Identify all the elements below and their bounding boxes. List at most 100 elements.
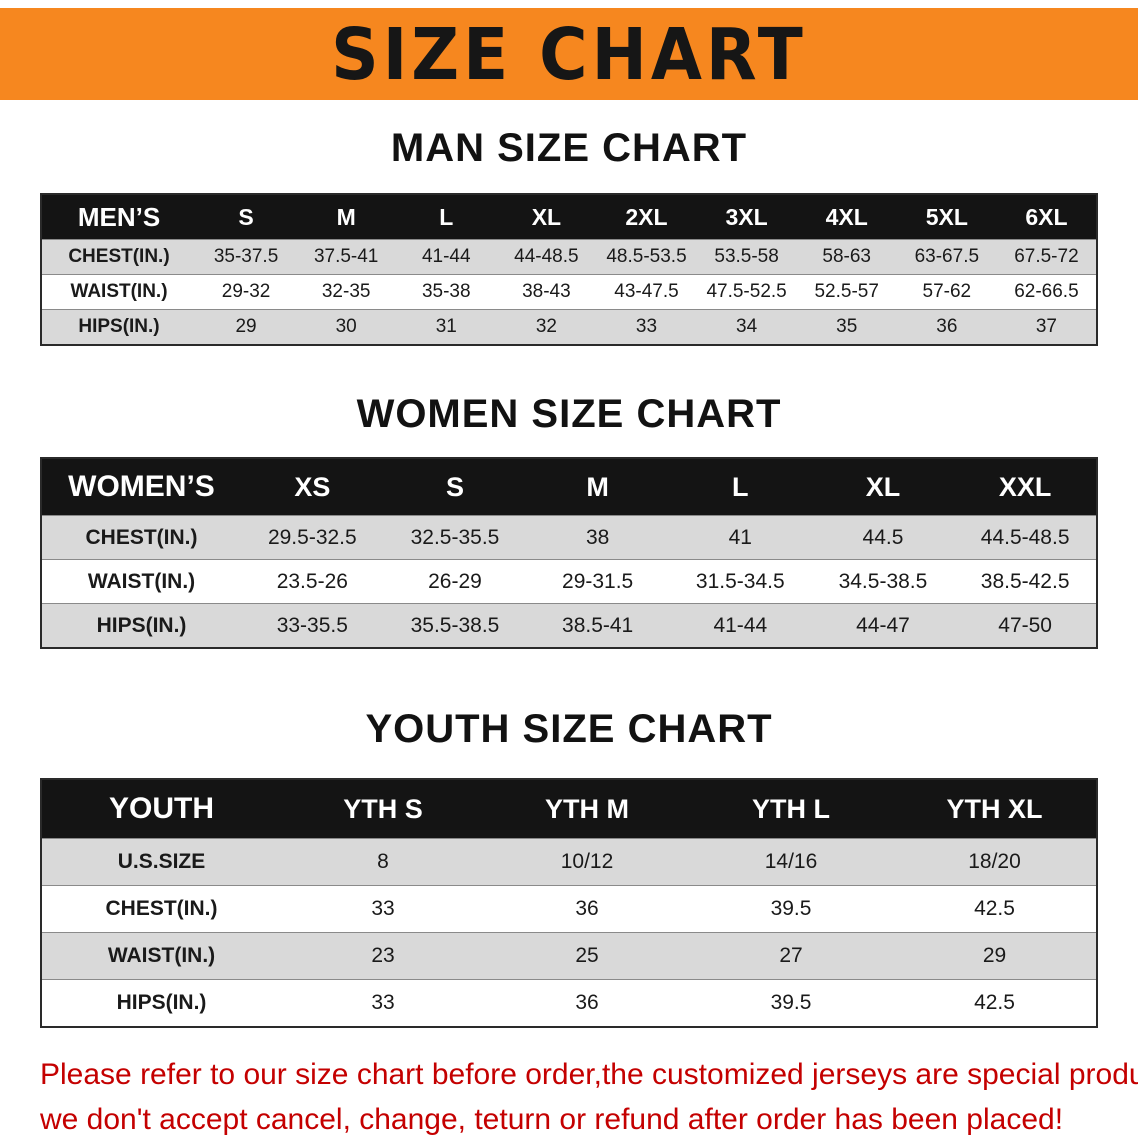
size-value-cell: 33 (596, 309, 697, 345)
row-label-cell: CHEST(IN.) (41, 515, 241, 560)
size-value-cell: 33 (281, 885, 485, 933)
row-label-cell: HIPS(IN.) (41, 979, 281, 1027)
size-value-cell: 29 (196, 309, 297, 345)
size-value-cell: 29.5-32.5 (241, 515, 384, 560)
table-row: HIPS(IN.) 33-35.5 35.5-38.5 38.5-41 41-44 44-… (41, 603, 1097, 648)
footer-notice: Please refer to our size chart before or… (40, 1052, 1138, 1142)
size-value-cell: 33-35.5 (241, 603, 384, 648)
size-value-cell: 48.5-53.5 (596, 239, 697, 275)
size-value-cell: 34.5-38.5 (811, 559, 955, 604)
size-value-cell: 32 (496, 309, 597, 345)
size-value-cell: 37 (996, 309, 1097, 345)
size-value-cell: 35.5-38.5 (383, 603, 527, 648)
youth-size-chart-section: YOUTH SIZE CHART YOUTH YTH S YTH M YTH L YTH… (0, 707, 1138, 1028)
size-value-cell: 41-44 (396, 239, 497, 275)
size-value-cell: 39.5 (689, 979, 893, 1027)
table-header-row: YOUTH YTH S YTH M YTH L YTH XL (41, 779, 1097, 839)
size-value-cell: 32-35 (296, 274, 397, 310)
size-value-cell: 26-29 (383, 559, 527, 604)
table-row: CHEST(IN.) 29.5-32.5 32.5-35.5 38 41 44.5 44.5… (41, 515, 1097, 560)
size-column-header: YTH S (281, 779, 485, 839)
page-title: SIZE CHART (331, 12, 807, 96)
row-label-cell: CHEST(IN.) (41, 885, 281, 933)
size-value-cell: 57-62 (896, 274, 997, 310)
size-value-cell: 41-44 (668, 603, 812, 648)
table-row: CHEST(IN.) 33 36 39.5 42.5 (41, 885, 1097, 933)
size-column-header: XL (811, 458, 955, 516)
size-column-header: YTH XL (893, 779, 1097, 839)
size-value-cell: 32.5-35.5 (383, 515, 527, 560)
men-size-chart-section: MAN SIZE CHART MEN’S S M L XL 2XL 3XL 4XL 5XL 6XL… (0, 126, 1138, 346)
row-label-cell: WAIST(IN.) (41, 932, 281, 980)
youth-section-heading: YOUTH SIZE CHART (365, 707, 773, 751)
row-label-cell: HIPS(IN.) (41, 309, 196, 345)
row-label-cell: WAIST(IN.) (41, 274, 196, 310)
size-column-header: L (668, 458, 812, 516)
table-row: WAIST(IN.) 23.5-26 26-29 29-31.5 31.5-34.5 34… (41, 559, 1097, 604)
size-value-cell: 62-66.5 (996, 274, 1097, 310)
size-column-header: M (296, 194, 397, 240)
size-value-cell: 23 (281, 932, 485, 980)
men-section-heading: MAN SIZE CHART (390, 126, 748, 170)
size-value-cell: 27 (689, 932, 893, 980)
size-column-header: M (526, 458, 669, 516)
size-value-cell: 39.5 (689, 885, 893, 933)
size-value-cell: 63-67.5 (896, 239, 997, 275)
row-label-cell: U.S.SIZE (41, 838, 281, 886)
size-value-cell: 25 (485, 932, 689, 980)
women-section-heading: WOMEN SIZE CHART (356, 392, 782, 436)
table-row: HIPS(IN.) 33 36 39.5 42.5 (41, 979, 1097, 1027)
size-column-header: 4XL (796, 194, 897, 240)
size-value-cell: 52.5-57 (796, 274, 897, 310)
size-value-cell: 30 (296, 309, 397, 345)
row-label-cell: CHEST(IN.) (41, 239, 196, 275)
size-column-header: XS (241, 458, 384, 516)
table-title-cell: YOUTH (41, 779, 281, 839)
size-value-cell: 38.5-42.5 (954, 559, 1097, 604)
size-value-cell: 35-38 (396, 274, 497, 310)
size-column-header: YTH M (485, 779, 689, 839)
size-column-header: 3XL (696, 194, 797, 240)
size-value-cell: 38 (526, 515, 669, 560)
women-size-chart-section: WOMEN SIZE CHART WOMEN’S XS S M L XL XXL CHEST(… (0, 392, 1138, 649)
size-column-header: S (383, 458, 527, 516)
size-value-cell: 8 (281, 838, 485, 886)
size-value-cell: 36 (485, 885, 689, 933)
size-chart-page: SIZE CHART MAN SIZE CHART MEN’S S M L XL 2XL 3… (0, 8, 1138, 1142)
size-value-cell: 35 (796, 309, 897, 345)
row-label-cell: WAIST(IN.) (41, 559, 241, 604)
notice-line-2: we don't accept cancel, change, teturn o… (40, 1103, 1064, 1136)
size-value-cell: 43-47.5 (596, 274, 697, 310)
size-value-cell: 29-31.5 (526, 559, 669, 604)
size-value-cell: 35-37.5 (196, 239, 297, 275)
size-value-cell: 36 (896, 309, 997, 345)
size-value-cell: 38-43 (496, 274, 597, 310)
banner: SIZE CHART (0, 8, 1138, 100)
table-title-cell: WOMEN’S (41, 458, 241, 516)
size-value-cell: 10/12 (485, 838, 689, 886)
size-value-cell: 58-63 (796, 239, 897, 275)
size-value-cell: 37.5-41 (296, 239, 397, 275)
size-column-header: 5XL (896, 194, 997, 240)
size-value-cell: 34 (696, 309, 797, 345)
size-column-header: 2XL (596, 194, 697, 240)
size-value-cell: 44.5-48.5 (954, 515, 1097, 560)
table-header-row: WOMEN’S XS S M L XL XXL (41, 458, 1097, 516)
size-column-header: S (196, 194, 297, 240)
size-value-cell: 44-47 (811, 603, 955, 648)
size-column-header: XXL (954, 458, 1097, 516)
table-row: U.S.SIZE 8 10/12 14/16 18/20 (41, 838, 1097, 886)
table-header-row: MEN’S S M L XL 2XL 3XL 4XL 5XL 6XL (41, 194, 1097, 240)
size-value-cell: 42.5 (893, 979, 1097, 1027)
size-column-header: 6XL (996, 194, 1097, 240)
table-row: WAIST(IN.) 23 25 27 29 (41, 932, 1097, 980)
women-size-table: WOMEN’S XS S M L XL XXL CHEST(IN.) 29.5-32.5 32.5… (40, 457, 1098, 649)
size-value-cell: 41 (668, 515, 812, 560)
size-value-cell: 44-48.5 (496, 239, 597, 275)
size-value-cell: 14/16 (689, 838, 893, 886)
size-value-cell: 53.5-58 (696, 239, 797, 275)
size-value-cell: 18/20 (893, 838, 1097, 886)
size-value-cell: 29-32 (196, 274, 297, 310)
size-value-cell: 23.5-26 (241, 559, 384, 604)
size-value-cell: 33 (281, 979, 485, 1027)
